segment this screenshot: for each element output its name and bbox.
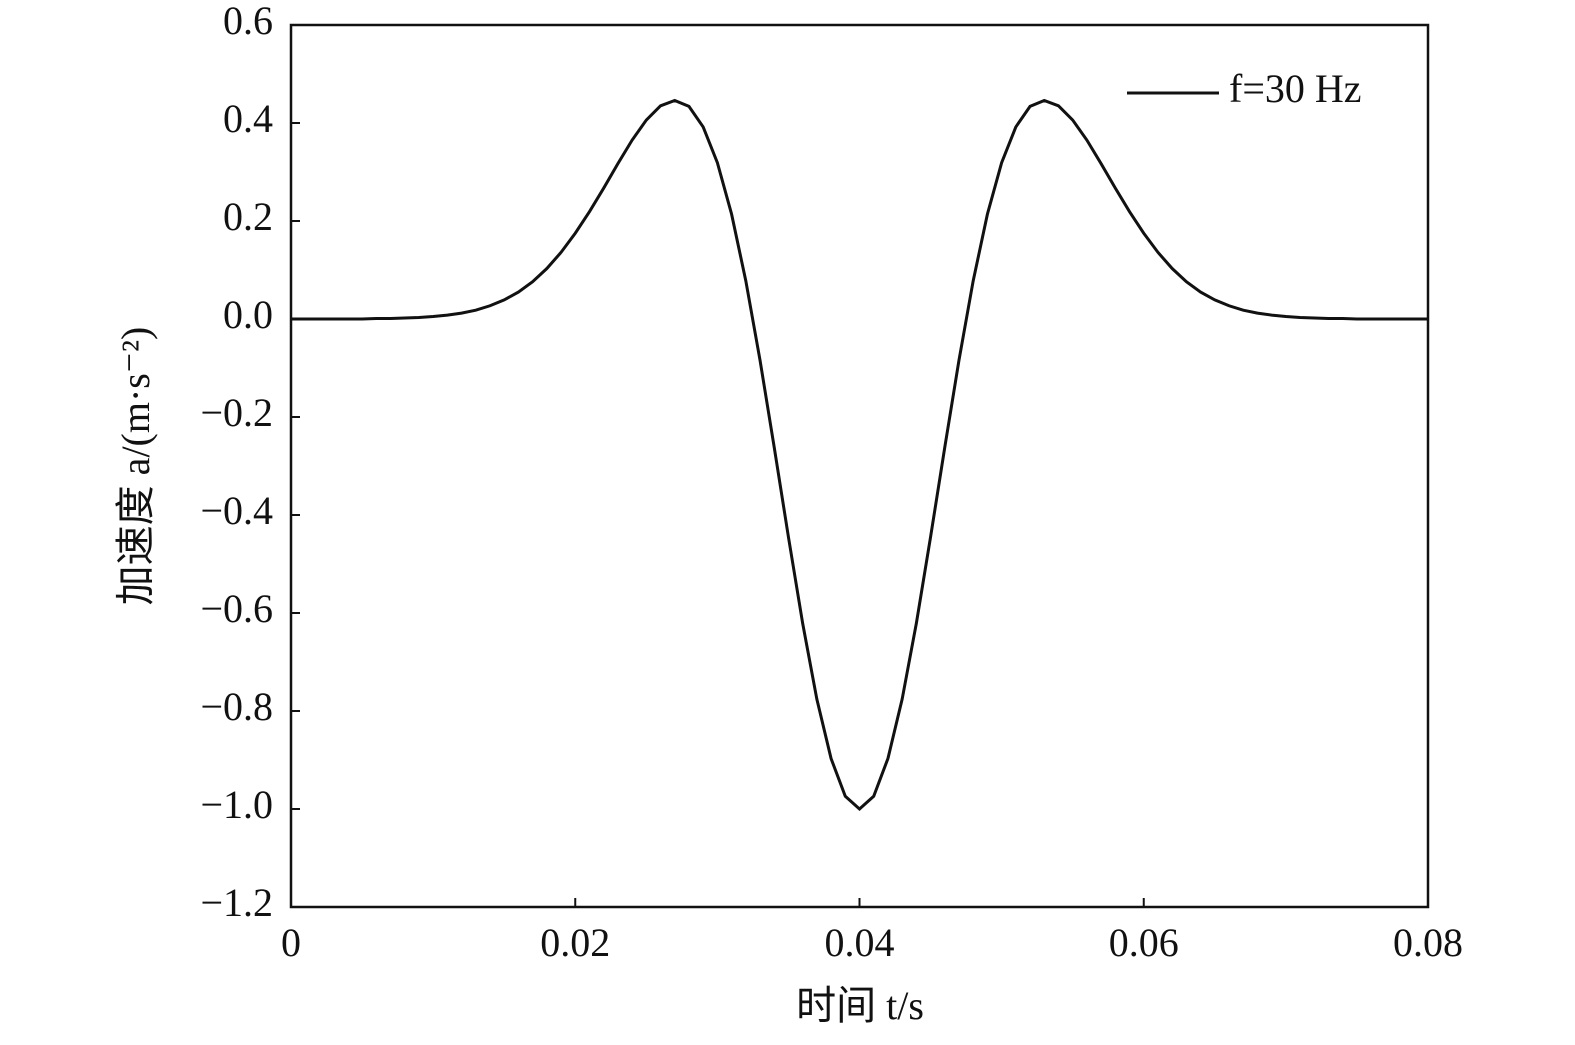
y-tick-label: 0.2 <box>223 194 273 239</box>
x-tick-label: 0 <box>281 920 301 965</box>
y-tick-label: −1.2 <box>200 880 273 925</box>
x-axis-label: 时间 t/s <box>796 983 924 1028</box>
x-tick-label: 0.08 <box>1393 920 1463 965</box>
data-line <box>291 98 1428 812</box>
y-tick-label: 0.4 <box>223 96 273 141</box>
y-tick-label: −0.6 <box>200 586 273 631</box>
y-tick-label: −0.4 <box>200 488 273 533</box>
x-tick-label: 0.04 <box>825 920 895 965</box>
y-tick-label: 0.6 <box>223 0 273 43</box>
y-axis-label: 加速度 a/(m·s⁻²) <box>113 327 158 606</box>
plot-frame <box>289 23 1430 909</box>
y-tick-label: −0.8 <box>200 684 273 729</box>
legend-label: f=30 Hz <box>1229 66 1362 111</box>
x-tick-label: 0.06 <box>1109 920 1179 965</box>
y-tick-label: 0.0 <box>223 292 273 337</box>
x-tick-label: 0.02 <box>540 920 610 965</box>
y-tick-label: −0.2 <box>200 390 273 435</box>
y-tick-label: −1.0 <box>200 782 273 827</box>
